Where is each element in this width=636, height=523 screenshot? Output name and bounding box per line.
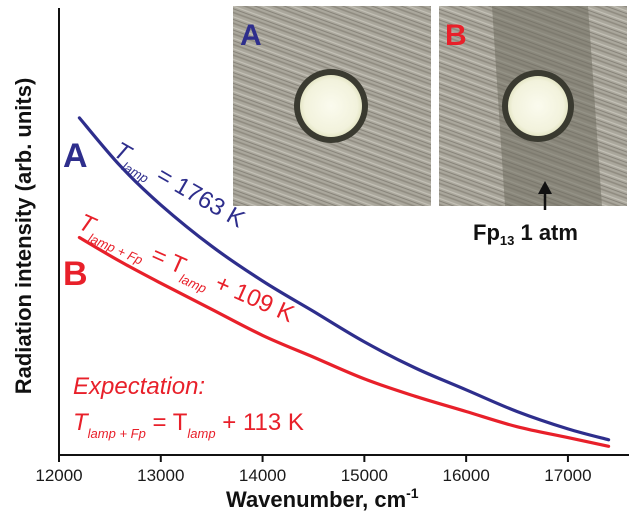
curve-b-rest: + 109 K [205, 267, 298, 328]
expectation-title: Expectation: [73, 373, 205, 400]
x-tick-label: 12000 [35, 466, 82, 485]
expectation-line: Tlamp + Fp = Tlamp + 113 K [73, 409, 304, 441]
series-line-b [77, 235, 611, 448]
x-tick-label: 16000 [443, 466, 490, 485]
fp-arrow-head [538, 181, 552, 194]
inset-a-hole [300, 75, 362, 137]
fp-label: Fp13 1 atm [473, 220, 578, 248]
x-ticks: 12000 13000 14000 15000 16000 17000 [35, 455, 592, 485]
series-layer [77, 116, 611, 448]
expectation-sub: lamp + Fp [88, 426, 146, 441]
x-tick-label: 14000 [239, 466, 286, 485]
x-axis-title: Wavenumber, cm-1 [226, 485, 419, 512]
x-tick-label: 17000 [544, 466, 591, 485]
expectation-sub2: lamp [187, 426, 215, 441]
curve-a-label: Tlamp = 1763 K [107, 137, 250, 238]
x-axis-title-sup: -1 [406, 485, 419, 501]
inset-b-letter: B [445, 19, 467, 52]
curve-b-sub: lamp + Fp [86, 230, 145, 267]
series-letter-b: B [63, 255, 88, 293]
fp-label-rest: 1 atm [514, 220, 578, 245]
expectation-eq: = T [146, 409, 188, 436]
expectation-rest: + 113 K [216, 409, 304, 436]
x-tick-label: 13000 [137, 466, 184, 485]
fp-label-sub: 13 [500, 233, 514, 248]
axes [58, 8, 629, 456]
series-line-a [77, 116, 611, 442]
fp-label-main: Fp [473, 220, 500, 245]
inset-b-hole [508, 76, 568, 136]
series-letter-a: A [63, 137, 88, 175]
inset-photo-a: A [233, 6, 431, 206]
expectation-t: T [73, 409, 90, 436]
fp-arrow [538, 181, 552, 210]
x-tick-label: 15000 [341, 466, 388, 485]
x-axis-title-text: Wavenumber, cm [226, 487, 406, 512]
inset-photo-b: B [439, 6, 627, 206]
y-axis-title: Radiation intensity (arb. units) [11, 78, 36, 395]
inset-a-letter: A [240, 19, 262, 52]
